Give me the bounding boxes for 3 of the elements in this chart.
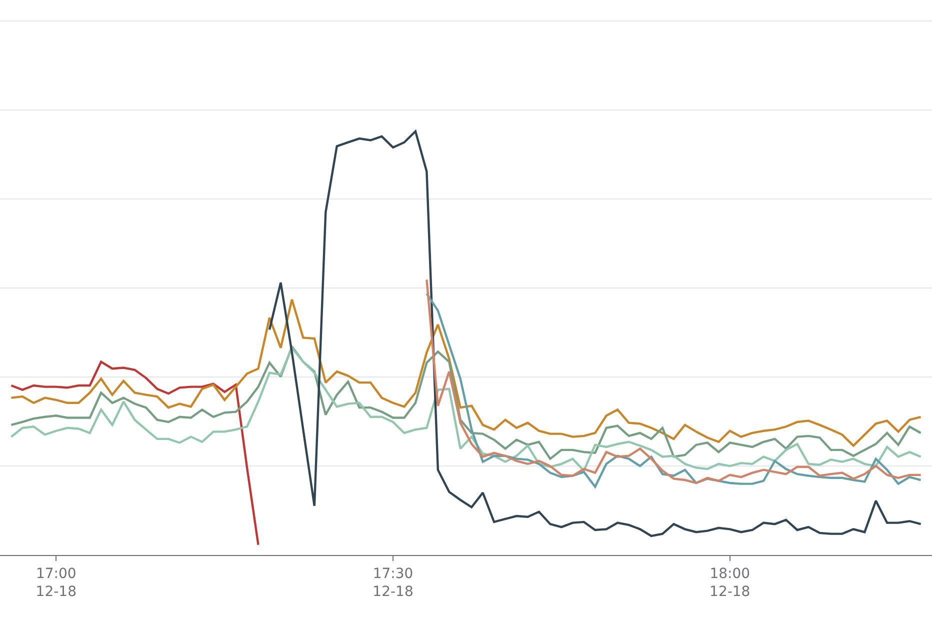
x-tick-label: 17:30 12-18	[372, 566, 414, 600]
x-tick-label: 17:00 12-18	[36, 566, 76, 600]
x-tick-label: 18:00 12-18	[710, 566, 750, 600]
